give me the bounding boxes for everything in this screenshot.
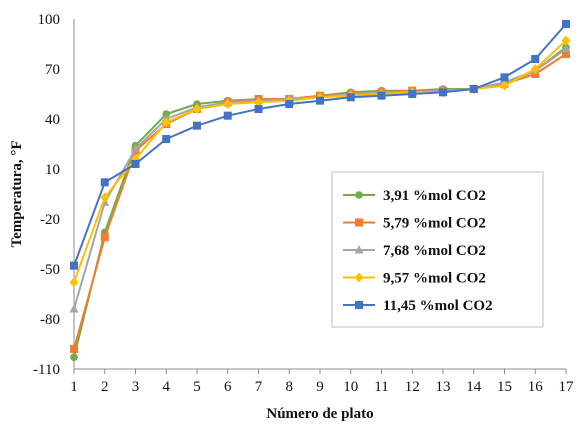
data-point bbox=[439, 88, 447, 97]
data-point bbox=[469, 85, 478, 93]
x-tick-label: 2 bbox=[101, 379, 109, 395]
series-layer bbox=[69, 20, 571, 362]
x-tick-label: 7 bbox=[255, 379, 263, 395]
legend: 3,91 %mol CO2 5,79 %mol CO2 7,68 %mol CO2 9… bbox=[331, 171, 544, 328]
x-tick-label: 1 bbox=[70, 379, 78, 395]
legend-label: 9,57 %mol CO2 bbox=[383, 271, 486, 287]
legend-marker bbox=[355, 218, 363, 227]
data-point bbox=[69, 304, 79, 313]
data-point bbox=[377, 91, 386, 100]
data-point bbox=[223, 111, 232, 120]
legend-marker bbox=[354, 245, 364, 254]
y-tick-label: 10 bbox=[45, 162, 60, 178]
x-tick-label: 9 bbox=[316, 379, 324, 395]
x-tick-label: 15 bbox=[497, 379, 512, 395]
legend-entry: 3,91 %mol CO2 bbox=[343, 188, 486, 204]
series-5 bbox=[70, 20, 570, 270]
data-point bbox=[254, 97, 263, 108]
data-point bbox=[561, 35, 571, 46]
y-tick-label: -110 bbox=[33, 362, 60, 378]
data-point bbox=[500, 73, 509, 82]
legend-entry: 11,45 %mol CO2 bbox=[343, 298, 493, 314]
data-point bbox=[69, 277, 79, 288]
data-point bbox=[192, 104, 202, 114]
x-tick-label: 11 bbox=[374, 379, 388, 395]
legend-marker bbox=[354, 272, 364, 283]
x-tick-labels: 1 2 3 4 5 6 7 8 9 10 11 12 13 14 15 16 17 bbox=[70, 369, 574, 395]
legend-marker bbox=[355, 301, 363, 309]
data-point bbox=[70, 353, 78, 362]
legend-label: 7,68 %mol CO2 bbox=[383, 243, 486, 259]
y-tick-label: -50 bbox=[40, 262, 60, 278]
x-tick-label: 5 bbox=[193, 379, 201, 395]
data-point bbox=[408, 90, 417, 98]
data-point bbox=[223, 99, 233, 109]
data-point bbox=[285, 100, 294, 108]
data-point bbox=[530, 64, 540, 74]
legend-entry: 7,68 %mol CO2 bbox=[343, 243, 486, 259]
data-point bbox=[562, 50, 570, 58]
data-point bbox=[562, 20, 570, 28]
x-tick-label: 13 bbox=[436, 379, 451, 395]
x-tick-label: 8 bbox=[286, 379, 294, 395]
legend-marker bbox=[355, 191, 363, 199]
data-point bbox=[100, 233, 109, 242]
legend-label: 3,91 %mol CO2 bbox=[383, 188, 486, 204]
data-point bbox=[100, 178, 109, 187]
legend-label: 5,79 %mol CO2 bbox=[383, 216, 486, 232]
y-tick-label: 70 bbox=[45, 62, 60, 78]
x-axis-title: Número de plato bbox=[266, 406, 373, 422]
legend-entry: 5,79 %mol CO2 bbox=[343, 216, 486, 232]
data-point bbox=[131, 160, 140, 168]
y-tick-label: 100 bbox=[38, 12, 61, 28]
y-tick-labels: -110 -80 -50 -20 10 40 70 100 bbox=[33, 12, 60, 378]
data-point bbox=[346, 93, 355, 102]
y-tick-label: -80 bbox=[40, 312, 60, 328]
x-tick-label: 12 bbox=[405, 379, 420, 395]
data-point bbox=[131, 144, 140, 153]
data-point bbox=[561, 44, 571, 53]
x-tick-label: 3 bbox=[132, 379, 140, 395]
data-point bbox=[531, 55, 540, 63]
data-point bbox=[254, 105, 263, 113]
x-tick-label: 17 bbox=[559, 379, 575, 395]
data-point bbox=[70, 261, 78, 270]
data-point bbox=[500, 80, 509, 91]
x-tick-label: 4 bbox=[163, 379, 171, 395]
x-tick-label: 6 bbox=[224, 379, 232, 395]
data-point bbox=[161, 117, 171, 128]
data-point bbox=[193, 121, 201, 130]
data-point bbox=[100, 192, 110, 203]
x-tick-label: 16 bbox=[528, 379, 544, 395]
x-tick-label: 14 bbox=[466, 379, 482, 395]
legend-entry: 9,57 %mol CO2 bbox=[343, 271, 486, 287]
data-point bbox=[70, 345, 78, 353]
x-tick-label: 10 bbox=[343, 379, 358, 395]
y-tick-label: -20 bbox=[40, 212, 60, 228]
y-tick-label: 40 bbox=[45, 112, 60, 128]
data-point bbox=[162, 135, 171, 143]
legend-label: 11,45 %mol CO2 bbox=[383, 298, 493, 314]
y-axis-title: Temperatura, °F bbox=[9, 140, 25, 247]
data-point bbox=[316, 96, 324, 105]
